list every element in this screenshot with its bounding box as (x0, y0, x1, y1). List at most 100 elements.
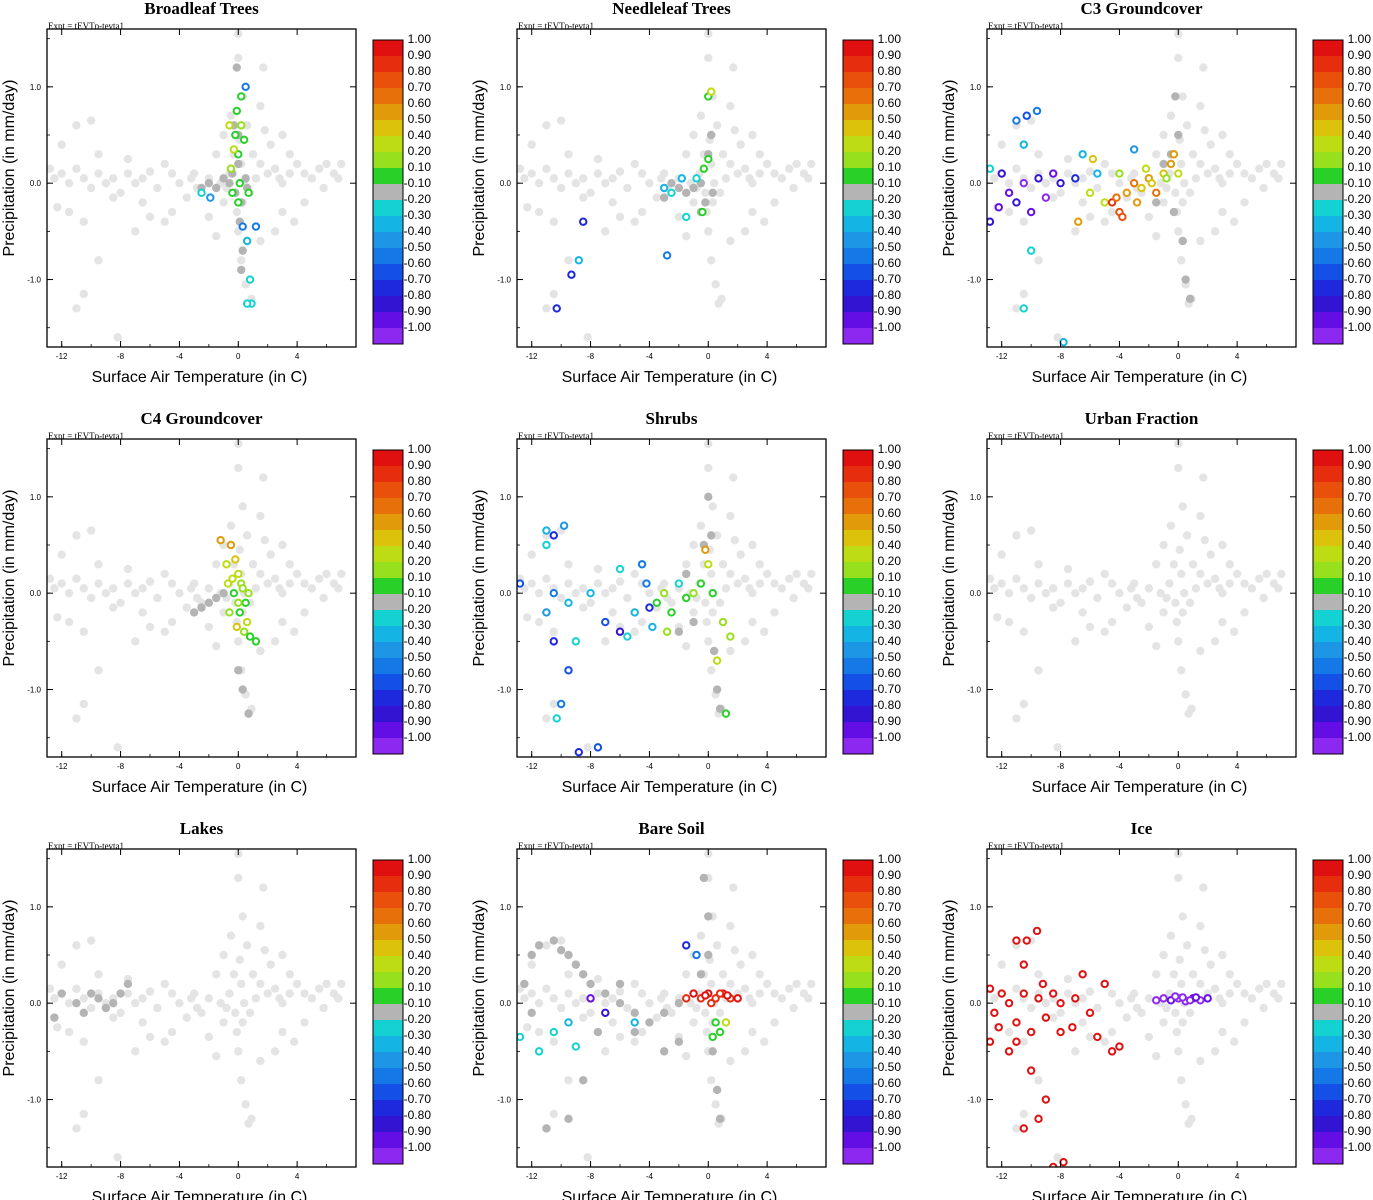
background-point (86, 1003, 96, 1013)
neutral-point (1152, 198, 1161, 207)
neutral-point (709, 646, 719, 656)
x-axis-label: Surface Air Temperature (in C) (562, 779, 778, 796)
neutral-point (630, 1027, 639, 1037)
colored-point (1012, 198, 1021, 207)
neutral-point (1181, 275, 1190, 284)
background-point (1230, 217, 1239, 226)
background-point (204, 212, 214, 222)
colored-point (559, 521, 569, 530)
background-point (777, 994, 787, 1003)
background-point (167, 617, 177, 627)
background-point (1200, 535, 1209, 545)
background-point (593, 989, 603, 998)
neutral-point (1159, 159, 1168, 169)
neutral-point (520, 979, 529, 989)
colorbar-label: 0.50 (878, 112, 902, 126)
x-tick-label: -8 (587, 1172, 595, 1181)
background-point (1196, 646, 1205, 656)
background-point (1159, 950, 1168, 960)
colored-point (1041, 193, 1051, 202)
colorbar-segment (843, 280, 873, 296)
background-point (1181, 690, 1190, 699)
colorbar-label: 0.50 (878, 522, 902, 536)
background-point (1277, 159, 1286, 169)
neutral-point (109, 998, 118, 1008)
colored-point (1019, 989, 1028, 998)
x-tick-label: 0 (706, 1172, 711, 1181)
background-point (47, 984, 55, 993)
background-point (1210, 227, 1220, 236)
background-point (645, 178, 654, 188)
plot-area (517, 849, 826, 1167)
neutral-point (549, 936, 558, 945)
colored-point (234, 198, 243, 207)
background-point (1225, 169, 1234, 178)
background-point (153, 593, 162, 603)
background-point (145, 577, 155, 586)
colorbar-label: -1.00 (874, 1140, 902, 1154)
background-point (630, 979, 639, 989)
plot-area (987, 439, 1296, 757)
background-point (113, 333, 122, 342)
colorbar-segment (843, 738, 873, 754)
background-point (615, 987, 625, 996)
neutral-point (593, 1027, 603, 1037)
colorbar-segment (843, 546, 873, 562)
background-point (237, 1076, 246, 1085)
background-point (192, 593, 202, 603)
background-point (564, 169, 573, 178)
colorbar-segment (1313, 1052, 1343, 1068)
background-point (79, 627, 88, 636)
colorbar-frame (842, 859, 874, 1165)
background-point (608, 1018, 617, 1027)
colorbar-label: 0.40 (408, 128, 432, 142)
colorbar-label: 0.80 (408, 64, 432, 78)
background-point (145, 987, 155, 996)
colored-point (1059, 337, 1068, 347)
background-point (285, 169, 294, 178)
colored-point (542, 608, 551, 617)
background-point (256, 979, 265, 989)
colored-point (711, 994, 720, 1003)
colorbar-segment (843, 610, 873, 626)
colorbar-label: 0.50 (1348, 112, 1372, 126)
background-point (1152, 641, 1161, 651)
background-point (630, 627, 639, 636)
background-point (520, 994, 529, 1003)
neutral-point (1169, 207, 1179, 217)
background-point (72, 531, 81, 540)
background-point (745, 174, 754, 183)
colorbar-label: -0.20 (404, 602, 432, 616)
background-point (586, 188, 595, 198)
colored-point (1093, 169, 1102, 178)
background-point (1218, 950, 1227, 960)
colored-point (674, 579, 684, 588)
background-point (307, 994, 317, 1003)
background-point (770, 169, 779, 178)
background-point (608, 584, 617, 593)
colorbar-label: 0.20 (1348, 964, 1372, 978)
neutral-point (1171, 92, 1180, 101)
colored-point (1129, 145, 1139, 154)
background-point (167, 989, 177, 998)
colorbar-label: 0.50 (1348, 522, 1372, 536)
background-point (285, 579, 294, 588)
background-point (242, 121, 252, 130)
background-point (1196, 511, 1205, 521)
colorbar-segment (843, 722, 873, 738)
x-tick-label: -8 (1057, 352, 1065, 361)
background-point (232, 1027, 242, 1037)
colored-point (549, 1027, 558, 1037)
colorbar: 1.00 0.90 0.80 0.70 0.60 0.50 0.40 0.20 0.10 -0.1… (1312, 442, 1372, 755)
background-point (153, 183, 162, 193)
x-tick-label: 4 (1235, 762, 1240, 771)
colored-point (552, 304, 561, 313)
background-point (242, 941, 252, 950)
x-tick-label: 0 (236, 1172, 241, 1181)
background-point (1215, 584, 1224, 593)
colorbar-segment (373, 312, 403, 328)
y-tick-label: -1.0 (497, 1096, 511, 1105)
neutral-point (667, 178, 676, 188)
x-tick-label: 4 (765, 1172, 770, 1181)
colorbar-label: -0.60 (404, 256, 432, 270)
